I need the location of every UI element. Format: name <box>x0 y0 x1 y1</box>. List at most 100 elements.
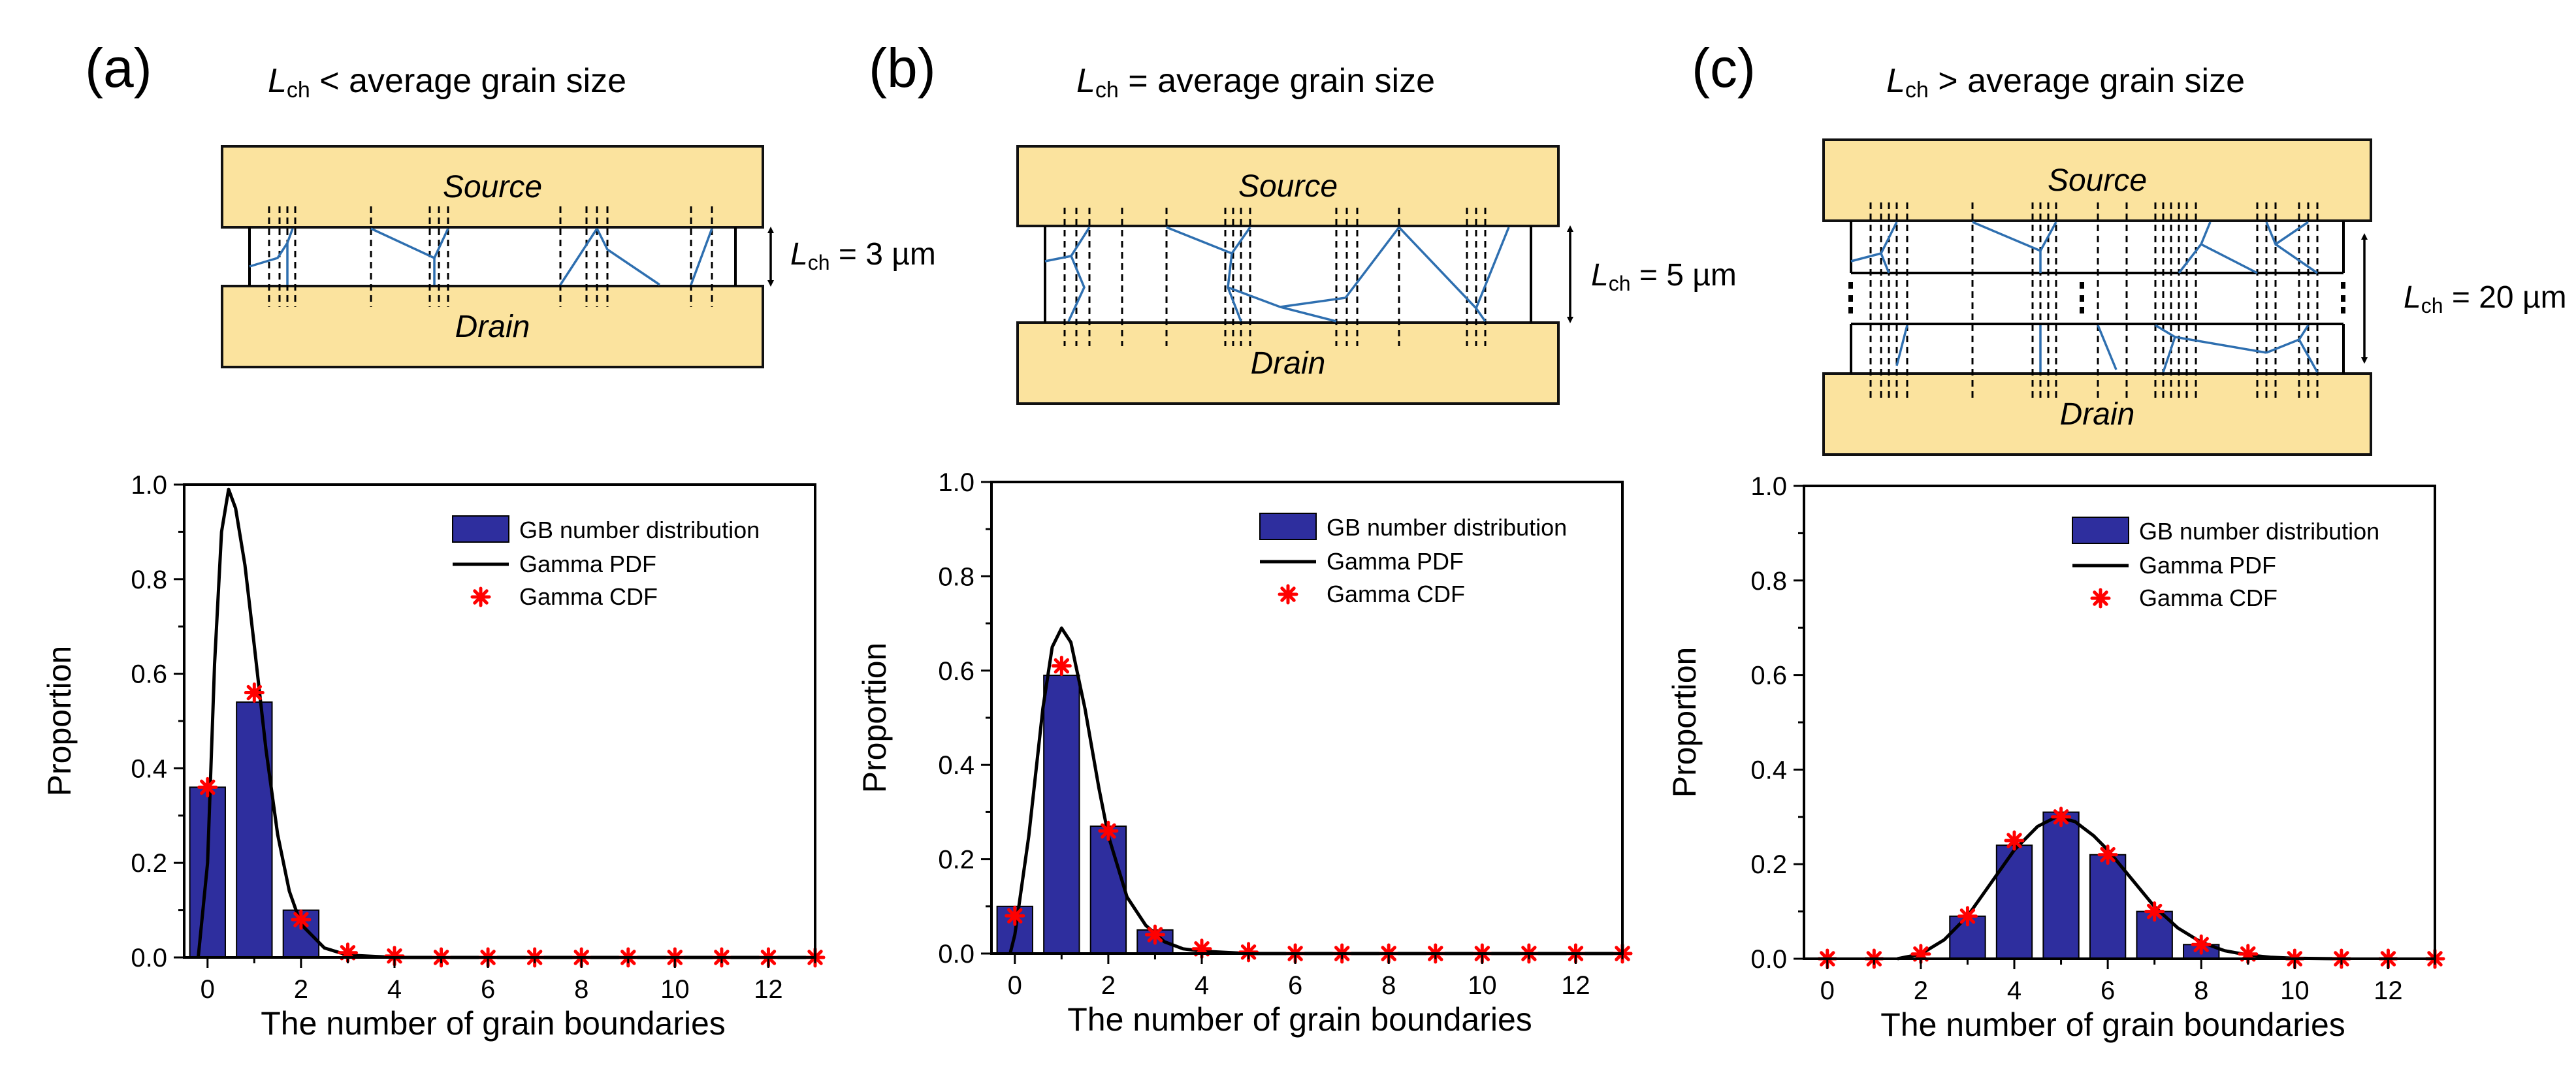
legend-label-cdf: Gamma CDF <box>1327 581 1465 607</box>
x-tick-label: 6 <box>1288 971 1302 1000</box>
y-tick-label: 0.2 <box>131 849 167 878</box>
x-axis-label: The number of grain boundaries <box>1067 1001 1532 1038</box>
drain-electrode-a: Drain <box>221 285 764 368</box>
cdf-marker <box>1098 820 1119 841</box>
y-tick-label: 0.2 <box>1750 850 1787 879</box>
bar <box>1995 844 2033 959</box>
x-tick-label: 2 <box>1101 971 1116 1000</box>
y-tick-label: 0.6 <box>938 657 974 686</box>
chart-b: 0 2 4 6 8 10 12 0.0 0.2 0.4 0.6 0.8 1.0 The number of… <box>856 468 1633 1038</box>
x-tick-label: 0 <box>1820 976 1835 1005</box>
pdf-curve <box>197 487 815 959</box>
y-axis-label: Proportion <box>856 643 893 794</box>
y-tick-label: 0.6 <box>131 660 167 689</box>
y-tick-label: 0.0 <box>131 944 167 972</box>
y-tick-label: 0.8 <box>1750 567 1787 596</box>
legend: GB number distribution Gamma PDF Gamma CDF <box>2072 517 2379 611</box>
legend-label-pdf: Gamma PDF <box>519 551 656 577</box>
y-tick-label: 0.4 <box>1750 756 1787 784</box>
x-tick-label: 2 <box>1914 976 1928 1005</box>
x-tick-label: 10 <box>660 975 690 1004</box>
channel-length-label-a: Lch = 3 µm <box>790 237 936 274</box>
legend-label-bars: GB number distribution <box>2139 518 2379 545</box>
legend: GB number distribution Gamma PDF Gamma CDF <box>452 515 760 610</box>
legend-bar-swatch <box>452 515 509 543</box>
y-tick-label: 1.0 <box>938 468 974 497</box>
legend-label-cdf: Gamma CDF <box>519 583 658 610</box>
legend-bar-swatch <box>2072 517 2129 544</box>
y-tick-label: 1.0 <box>1750 472 1787 501</box>
cdf-marker <box>244 682 265 703</box>
x-tick-label: 4 <box>1195 971 1209 1000</box>
cdf-marker <box>2051 807 2072 827</box>
legend-label-pdf: Gamma PDF <box>1327 548 1464 575</box>
legend-label-bars: GB number distribution <box>1327 514 1567 541</box>
cdf-marker <box>2191 934 2212 955</box>
chart-c: 0 2 4 6 8 10 12 0.0 0.2 0.4 0.6 0.8 1.0 The number of… <box>1666 472 2445 1043</box>
x-tick-label: 0 <box>1008 971 1022 1000</box>
x-axis-label: The number of grain boundaries <box>1880 1006 2345 1043</box>
x-tick-label: 4 <box>387 975 402 1004</box>
drain-electrode-b: Drain <box>1016 321 1560 405</box>
x-tick-label: 12 <box>754 975 783 1004</box>
channel-a <box>248 227 737 286</box>
y-tick-label: 0.6 <box>1750 662 1787 690</box>
y-axis-label: Proportion <box>1666 647 1703 798</box>
bar <box>1089 826 1127 955</box>
plot-frame <box>183 483 816 959</box>
bar <box>2089 854 2127 959</box>
cdf-marker <box>1957 906 1978 927</box>
legend-label-pdf: Gamma PDF <box>2139 552 2276 579</box>
channel-length-label-b: Lch = 5 µm <box>1591 258 1737 295</box>
source-electrode-a: Source <box>221 145 764 229</box>
x-tick-label: 4 <box>2007 976 2021 1005</box>
x-tick-label: 2 <box>294 975 308 1004</box>
y-tick-label: 0.0 <box>938 940 974 969</box>
cdf-marker <box>2097 844 2118 865</box>
y-tick-label: 0.2 <box>938 846 974 874</box>
panel-label-b: (b) <box>869 37 936 99</box>
x-tick-label: 0 <box>201 975 215 1004</box>
cdf-marker <box>384 946 405 967</box>
cdf-marker <box>1005 905 1025 926</box>
panel-label-a: (a) <box>85 37 152 99</box>
break-dots-c <box>1848 282 2345 313</box>
x-tick-label: 10 <box>2280 976 2310 1005</box>
legend-marker-swatch <box>470 586 491 607</box>
gb-dashes-a <box>268 206 713 307</box>
legend-label-bars: GB number distribution <box>519 517 760 543</box>
cdf-marker <box>2144 901 2165 922</box>
x-tick-label: 12 <box>1561 971 1590 1000</box>
cdf-marker <box>1051 656 1072 677</box>
y-tick-label: 0.0 <box>1750 945 1787 974</box>
bar <box>2042 811 2080 960</box>
cdf-marker <box>291 909 312 930</box>
panel-label-c: (c) <box>1692 37 1756 99</box>
x-tick-label: 8 <box>574 975 588 1004</box>
bar <box>1043 675 1080 955</box>
x-tick-label: 6 <box>2101 976 2115 1005</box>
y-tick-label: 0.8 <box>131 566 167 594</box>
x-tick-label: 8 <box>1381 971 1396 1000</box>
y-tick-label: 1.0 <box>131 471 167 500</box>
legend-bar-swatch <box>1259 513 1317 540</box>
pdf-curve <box>1008 626 1622 955</box>
x-tick-label: 8 <box>2194 976 2208 1005</box>
legend-marker-swatch <box>2090 588 2111 609</box>
grains-b <box>1044 226 1510 323</box>
chart-a: 0 2 4 6 8 10 12 0.0 0.2 0.4 0.6 0.8 1.0 The number of… <box>41 471 826 1042</box>
cdf-marker <box>1238 942 1259 963</box>
gb-dashes-b <box>1063 208 1487 346</box>
y-tick-label: 0.8 <box>938 562 974 591</box>
cdf-marker <box>197 777 218 797</box>
source-electrode-b: Source <box>1016 145 1560 227</box>
panel-title-b: Lch = average grain size <box>1076 62 1436 103</box>
legend-marker-swatch <box>1278 584 1298 605</box>
x-tick-label: 6 <box>481 975 495 1004</box>
y-tick-label: 0.4 <box>938 751 974 780</box>
y-axis-label: Proportion <box>41 646 78 797</box>
legend: GB number distribution Gamma PDF Gamma CDF <box>1259 513 1567 607</box>
panel-title-a: Lch < average grain size <box>268 62 627 103</box>
